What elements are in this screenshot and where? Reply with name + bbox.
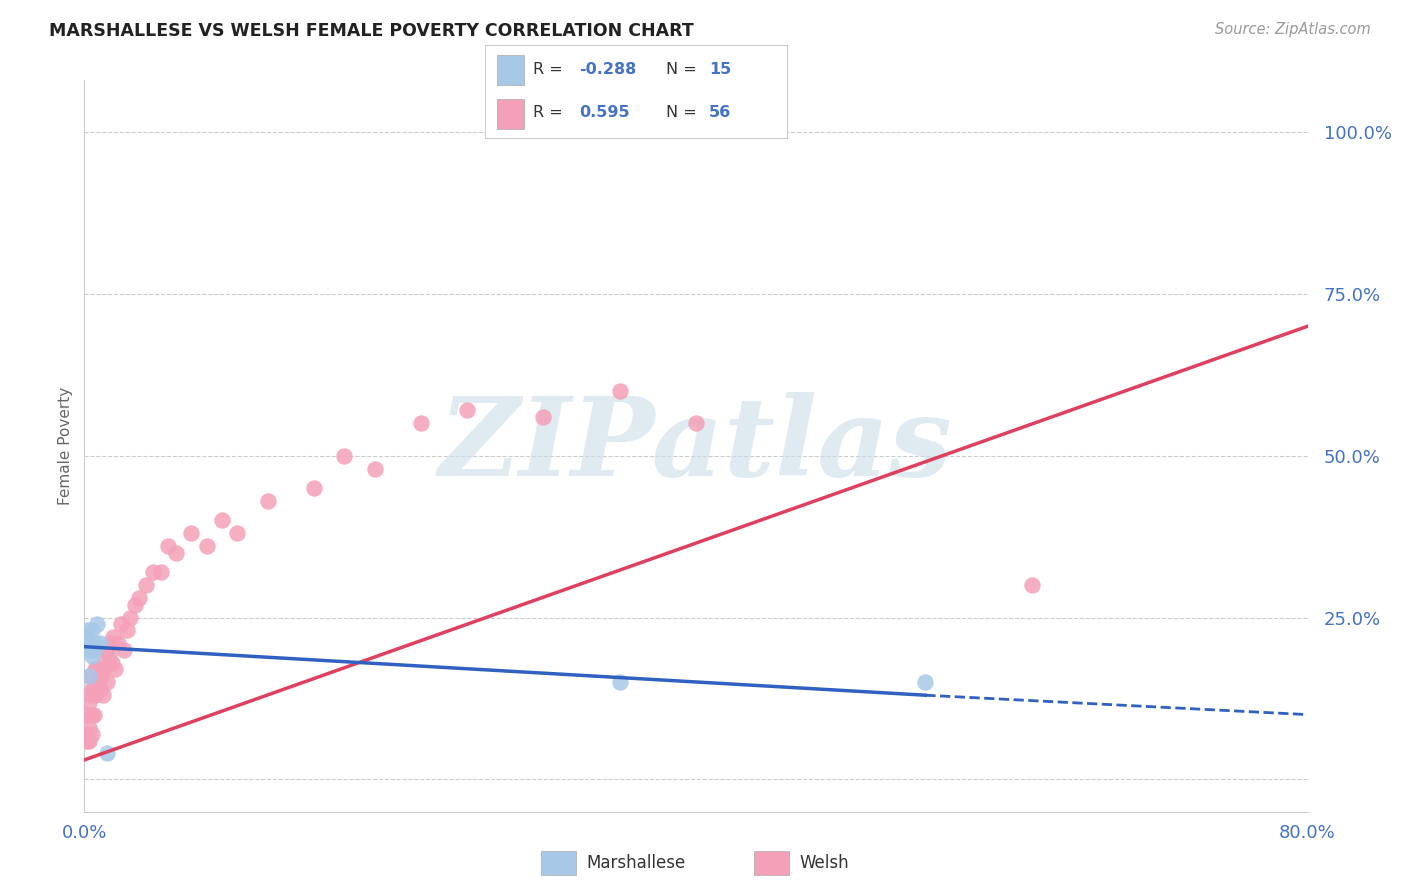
Point [112, 643, 135, 657]
Point [90, 669, 112, 683]
Point [128, 591, 150, 606]
Point [124, 598, 146, 612]
Point [96, 675, 118, 690]
Point [211, 513, 233, 527]
Point [91, 662, 114, 676]
Point [110, 617, 132, 632]
Point [89, 681, 111, 696]
Point [180, 526, 202, 541]
Point [76, 707, 98, 722]
Point [120, 610, 142, 624]
Point [409, 417, 432, 431]
Text: MARSHALLESE VS WELSH FEMALE POVERTY CORRELATION CHART: MARSHALLESE VS WELSH FEMALE POVERTY CORR… [49, 22, 695, 40]
Point [257, 494, 280, 508]
Text: ZIPatlas: ZIPatlas [439, 392, 953, 500]
Point [84, 662, 107, 676]
Point [83, 643, 105, 657]
Point [80, 727, 103, 741]
Point [84, 688, 107, 702]
Text: Marshallese: Marshallese [586, 854, 686, 872]
Point [79, 643, 101, 657]
Point [142, 566, 165, 580]
Point [149, 566, 172, 580]
Point [77, 669, 100, 683]
Point [80, 707, 103, 722]
Point [1021, 578, 1043, 592]
Text: N =: N = [666, 105, 703, 120]
Point [76, 624, 98, 638]
Point [77, 695, 100, 709]
Point [685, 417, 707, 431]
Point [135, 578, 157, 592]
Point [84, 636, 107, 650]
Point [77, 643, 100, 657]
Point [91, 688, 114, 702]
Point [83, 707, 105, 722]
Point [79, 688, 101, 702]
Point [83, 681, 105, 696]
Point [302, 481, 325, 495]
Point [609, 675, 631, 690]
Point [914, 675, 936, 690]
Text: R =: R = [533, 62, 568, 78]
Point [79, 669, 101, 683]
Text: R =: R = [533, 105, 568, 120]
Point [80, 681, 103, 696]
Point [226, 526, 249, 541]
Point [333, 449, 356, 463]
Point [195, 539, 218, 553]
Point [75, 636, 97, 650]
Point [531, 409, 554, 424]
Text: N =: N = [666, 62, 703, 78]
FancyBboxPatch shape [498, 99, 524, 129]
Text: 0.595: 0.595 [579, 105, 630, 120]
Point [609, 384, 631, 398]
Text: Source: ZipAtlas.com: Source: ZipAtlas.com [1215, 22, 1371, 37]
Point [77, 721, 100, 735]
Point [76, 630, 98, 644]
Text: Welsh: Welsh [799, 854, 849, 872]
Point [75, 727, 97, 741]
Y-axis label: Female Poverty: Female Poverty [58, 387, 73, 505]
Point [98, 636, 121, 650]
Text: 56: 56 [709, 105, 731, 120]
Point [107, 636, 129, 650]
Point [96, 747, 118, 761]
Point [76, 733, 98, 747]
Point [94, 643, 117, 657]
Point [86, 617, 108, 632]
Text: 15: 15 [709, 62, 731, 78]
FancyBboxPatch shape [754, 851, 789, 875]
Text: -0.288: -0.288 [579, 62, 636, 78]
Point [157, 539, 180, 553]
Point [103, 630, 125, 644]
Point [86, 681, 108, 696]
Point [456, 403, 478, 417]
FancyBboxPatch shape [498, 55, 524, 85]
Point [104, 662, 127, 676]
Point [101, 656, 124, 670]
FancyBboxPatch shape [541, 851, 576, 875]
Point [87, 669, 110, 683]
Point [80, 649, 103, 664]
Point [86, 662, 108, 676]
Point [165, 546, 187, 560]
Point [80, 624, 103, 638]
Point [93, 656, 115, 670]
Point [97, 649, 120, 664]
Point [115, 624, 138, 638]
Point [364, 461, 387, 475]
Point [89, 636, 111, 650]
Point [77, 733, 100, 747]
